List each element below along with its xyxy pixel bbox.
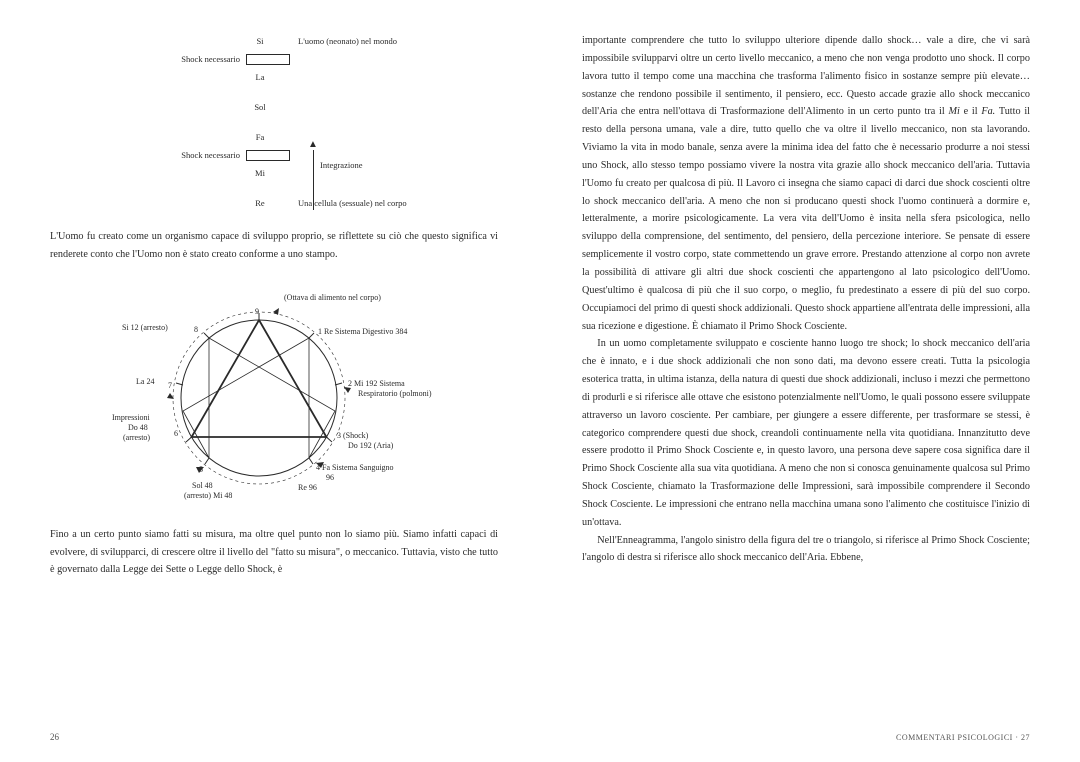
- pt-7a: La 24: [136, 377, 154, 386]
- pt-4c: Re 96: [298, 483, 317, 492]
- pt-3b: Do 192 (Aria): [348, 441, 394, 450]
- pt-6d: 6: [174, 429, 178, 438]
- right-para-2: In un uomo completamente sviluppato e co…: [582, 335, 1030, 531]
- arrow-up-icon: ▲: [308, 140, 318, 150]
- page-footer-right: COMMENTARI PSICOLOGICI · 27: [896, 733, 1030, 742]
- scale-top-label: L'uomo (neonato) nel mondo: [298, 36, 397, 46]
- right-page: importante comprendere che tutto lo svil…: [540, 0, 1080, 762]
- integration-label: Integrazione: [320, 160, 362, 170]
- pt-9: 9: [255, 307, 259, 316]
- left-para-1: L'Uomo fu creato come un organismo capac…: [50, 228, 498, 264]
- scale-diagram: Si L'uomo (neonato) nel mondo Shock nece…: [140, 32, 498, 212]
- enneagram-diagram: (Ottava di alimento nel corpo) 9 1 Re Si…: [50, 278, 498, 508]
- integration-arrow: ▲ Integrazione: [308, 140, 318, 210]
- right-para-3: Nell'Enneagramma, l'angolo sinistro dell…: [582, 532, 1030, 568]
- note-fa: Fa: [240, 132, 280, 142]
- note-si: Si: [240, 36, 280, 46]
- pt-2b: Respiratorio (polmoni): [358, 389, 432, 398]
- shock-box-2: [246, 150, 290, 161]
- shock-label-2: Shock necessario: [140, 150, 240, 160]
- pt-4a: 4 Fa Sistema Sanguigno: [316, 463, 394, 472]
- note-mi: Mi: [240, 168, 280, 178]
- pt-7b: 7: [168, 381, 172, 390]
- pt-3a: 3 (Shock): [337, 431, 369, 440]
- pt-5b: Sol 48: [192, 481, 213, 490]
- shock-label-1: Shock necessario: [140, 54, 240, 64]
- enneagram-top-label: (Ottava di alimento nel corpo): [284, 293, 381, 302]
- pt-2a: 2 Mi 192 Sistema: [348, 379, 405, 388]
- shock-box-1: [246, 54, 290, 65]
- note-re: Re: [240, 198, 280, 208]
- pt-6b: Do 48: [128, 423, 148, 432]
- note-sol: Sol: [240, 102, 280, 112]
- left-para-2: Fino a un certo punto siamo fatti su mis…: [50, 526, 498, 580]
- pt-8b: 8: [194, 325, 198, 334]
- pt-6c: (arresto): [123, 433, 150, 442]
- pt-5c: (arresto) Mi 48: [184, 491, 232, 500]
- right-para-1: importante comprendere che tutto lo svil…: [582, 32, 1030, 335]
- page-number-left: 26: [50, 732, 59, 742]
- pt-6a: Impressioni: [112, 413, 151, 422]
- left-page: Si L'uomo (neonato) nel mondo Shock nece…: [0, 0, 540, 762]
- pt-5a: 5: [199, 465, 203, 474]
- pt-1: 1 Re Sistema Digestivo 384: [318, 327, 407, 336]
- note-la: La: [240, 72, 280, 82]
- pt-4b: 96: [326, 473, 334, 482]
- pt-8a: Si 12 (arresto): [122, 323, 168, 332]
